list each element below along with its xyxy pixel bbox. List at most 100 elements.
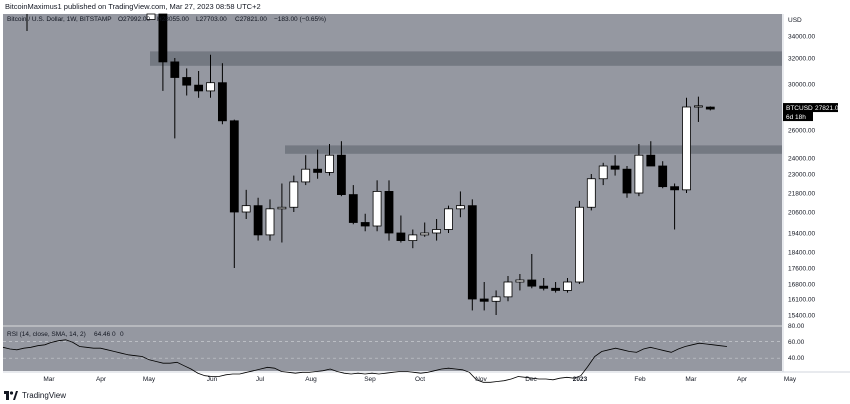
candle-body-down xyxy=(360,222,370,227)
last-price-symbol: BTCUSD xyxy=(786,105,813,112)
candle-body-down xyxy=(217,82,227,122)
candle-body-down xyxy=(646,154,656,167)
candle-body-down xyxy=(527,279,537,287)
time-tick-label: Mar xyxy=(685,376,697,383)
candle-body-up xyxy=(408,234,418,241)
tradingview-logo[interactable]: TradingView xyxy=(4,390,66,401)
bar-countdown: 6d 18h xyxy=(786,114,806,121)
candle-body-up xyxy=(146,13,156,20)
candle-body-up xyxy=(277,206,287,210)
candle-body-down xyxy=(313,168,323,173)
rsi-panel xyxy=(3,327,782,371)
candle-body-down xyxy=(158,13,168,63)
time-tick-label: Mar xyxy=(43,376,55,383)
time-tick-label: Apr xyxy=(737,376,748,383)
candle-body-up xyxy=(301,168,311,183)
last-price-value: 27821.00 xyxy=(815,105,842,112)
horizontal-zone xyxy=(150,51,782,66)
candle-body-down xyxy=(182,77,192,86)
candle-body-up xyxy=(432,229,442,234)
time-tick-label: Nov xyxy=(475,376,487,383)
candle-body-up xyxy=(289,181,299,208)
last-price-value-box xyxy=(813,103,838,113)
publisher-header: BitcoinMaximus1 published on TradingView… xyxy=(5,2,261,11)
candle-body-down xyxy=(396,232,406,241)
candle-body-up xyxy=(634,154,644,194)
candle-body-up xyxy=(694,105,703,108)
legend-change: −183.00 (−0.65%) xyxy=(274,16,326,23)
candle-body-up xyxy=(372,191,382,227)
tradingview-brand: TradingView xyxy=(22,391,67,400)
time-tick-label: 2023 xyxy=(573,376,588,383)
currency-label: USD xyxy=(788,17,802,24)
candle-body-down xyxy=(705,106,715,110)
candle-body-down xyxy=(467,205,477,300)
rsi-band-value: 0 xyxy=(120,331,124,338)
candle-body-up xyxy=(420,232,430,236)
last-price-box xyxy=(783,103,813,122)
price-tick-label: 26000.00 xyxy=(788,128,815,135)
time-tick-label: Jun xyxy=(207,376,218,383)
price-tick-label: 23000.00 xyxy=(788,172,815,179)
candle-body-down xyxy=(229,120,239,213)
legend-low: L27703.00 xyxy=(196,16,227,23)
price-tick-label: 24000.00 xyxy=(788,156,815,163)
legend-close: C27821.00 xyxy=(235,16,267,23)
price-tick-label: 20600.00 xyxy=(788,210,815,217)
time-tick-label: Aug xyxy=(305,376,317,383)
candle-body-down xyxy=(610,165,620,170)
time-tick-label: Sep xyxy=(364,376,376,383)
candle-body-up xyxy=(265,208,275,236)
tradingview-logo-icon xyxy=(4,391,18,400)
candle-body-up xyxy=(491,296,501,302)
price-tick-label: 21800.00 xyxy=(788,191,815,198)
candle-body-down xyxy=(670,186,679,191)
candle-body-down xyxy=(336,154,346,195)
rsi-title: RSI (14, close, SMA, 14, 2) xyxy=(7,331,86,338)
price-tick-label: 17600.00 xyxy=(788,266,815,273)
time-tick-label: May xyxy=(784,376,797,383)
rsi-tick-label: 60.00 xyxy=(788,339,805,346)
candle-body-up xyxy=(575,206,584,283)
candle-body-down xyxy=(348,194,358,223)
price-tick-label: 16800.00 xyxy=(788,282,815,289)
symbol-title: Bitcoin / U.S. Dollar, 1W, BITSTAMP xyxy=(7,16,112,23)
candle-body-down xyxy=(384,191,394,234)
legend-high: H28055.00 xyxy=(157,16,189,23)
candle-body-down xyxy=(551,287,560,291)
candle-body-down xyxy=(253,205,263,236)
candle-body-up xyxy=(682,106,691,191)
candle-body-up xyxy=(444,208,453,230)
price-tick-label: 16100.00 xyxy=(788,297,815,304)
rsi-tick-label: 40.00 xyxy=(788,355,805,362)
time-tick-label: Jul xyxy=(256,376,265,383)
candle-body-up xyxy=(563,281,572,291)
time-tick-label: Apr xyxy=(96,376,107,383)
rsi-tick-label: 80.00 xyxy=(788,323,805,330)
time-tick-label: Dec xyxy=(525,376,537,383)
candle-body-up xyxy=(325,154,334,173)
candle-body-up xyxy=(586,178,596,208)
candle-body-up xyxy=(515,279,525,283)
candle-body-down xyxy=(479,298,489,302)
candle-body-up xyxy=(598,165,608,180)
candle-body-down xyxy=(194,84,204,92)
price-tick-label: 30000.00 xyxy=(788,82,815,89)
price-tick-label: 32000.00 xyxy=(788,56,815,63)
time-tick-label: Oct xyxy=(415,376,425,383)
candle-body-down xyxy=(658,165,668,188)
price-tick-label: 15400.00 xyxy=(788,313,815,320)
price-panel xyxy=(3,14,782,325)
candle-body-up xyxy=(241,205,251,213)
time-tick-label: Feb xyxy=(634,376,646,383)
price-tick-label: 34000.00 xyxy=(788,34,815,41)
horizontal-zone xyxy=(285,145,782,154)
price-tick-label: 18400.00 xyxy=(788,250,815,257)
rsi-line xyxy=(2,339,728,383)
candle-body-down xyxy=(539,285,549,289)
price-tick-label: 19400.00 xyxy=(788,231,815,238)
rsi-ma-value: 0 xyxy=(112,331,116,338)
candle-body-up xyxy=(206,82,215,92)
